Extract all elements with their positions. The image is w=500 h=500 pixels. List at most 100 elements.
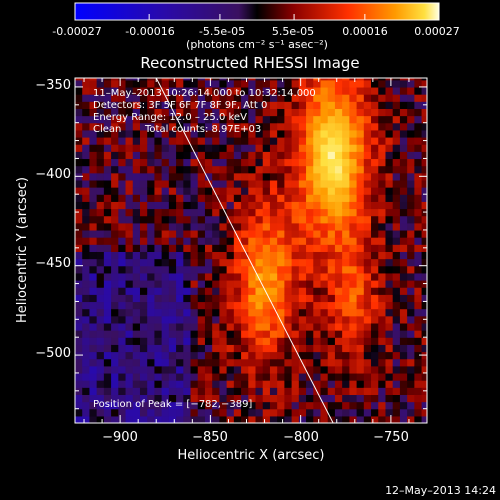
heatmap-cell — [269, 358, 278, 367]
heatmap-cell — [414, 380, 423, 388]
heatmap-cell — [219, 122, 228, 131]
heatmap-cell — [204, 187, 213, 195]
heatmap-cell — [269, 272, 278, 281]
heatmap-cell — [111, 358, 119, 367]
heatmap-cell — [168, 330, 177, 338]
heatmap-cell — [334, 258, 343, 267]
heatmap-cell — [291, 108, 300, 117]
heatmap-cell — [356, 115, 365, 124]
heatmap-cell — [118, 258, 127, 267]
heatmap-cell — [125, 322, 134, 331]
heatmap-cell — [392, 279, 401, 288]
heatmap-cell — [176, 380, 184, 388]
heatmap-cell — [277, 315, 285, 324]
heatmap-cell — [306, 194, 314, 202]
heatmap-cell — [334, 79, 343, 88]
heatmap-cell — [298, 144, 307, 152]
heatmap-cell — [262, 244, 271, 252]
heatmap-cell — [183, 172, 192, 181]
heatmap-cell — [154, 415, 163, 423]
heatmap-cell — [262, 79, 271, 88]
heatmap-cell — [414, 244, 423, 252]
heatmap-cell — [320, 237, 329, 245]
heatmap-cell — [103, 372, 112, 381]
heatmap-cell — [421, 144, 427, 152]
heatmap-cell — [407, 101, 415, 109]
heatmap-cell — [241, 201, 249, 210]
heatmap-cell — [154, 279, 163, 288]
heatmap-cell — [342, 401, 350, 410]
heatmap-cell — [190, 144, 199, 152]
heatmap-cell — [320, 108, 329, 117]
heatmap-cell — [111, 129, 119, 138]
heatmap-cell — [298, 301, 307, 310]
heatmap-cell — [168, 308, 177, 317]
heatmap-cell — [89, 415, 98, 423]
heatmap-cell — [197, 287, 206, 295]
heatmap-cell — [248, 201, 257, 210]
heatmap-cell — [154, 315, 163, 324]
heatmap-cell — [414, 394, 423, 403]
heatmap-cell — [421, 115, 427, 124]
heatmap-cell — [161, 108, 170, 117]
x-tick-label: −750 — [373, 430, 409, 445]
heatmap-cell — [284, 194, 293, 202]
heatmap-cell — [291, 187, 300, 195]
heatmap-cell — [226, 222, 235, 231]
heatmap-cell — [356, 365, 365, 374]
heatmap-cell — [241, 272, 249, 281]
heatmap-cell — [226, 201, 235, 210]
heatmap-cell — [421, 365, 427, 374]
heatmap-cell — [277, 258, 285, 267]
heatmap-cell — [176, 415, 184, 423]
heatmap-cell — [111, 237, 119, 245]
heatmap-cell — [212, 372, 221, 381]
heatmap-cell — [378, 358, 387, 367]
heatmap-cell — [320, 122, 329, 131]
heatmap-cell — [204, 179, 213, 188]
heatmap-cell — [407, 94, 415, 102]
heatmap-cell — [161, 237, 170, 245]
heatmap-cell — [241, 265, 249, 274]
heatmap-cell — [103, 122, 112, 131]
heatmap-cell — [407, 272, 415, 281]
heatmap-cell — [111, 315, 119, 324]
heatmap-cell — [298, 251, 307, 260]
heatmap-cell — [132, 222, 141, 231]
heatmap-cell — [363, 222, 372, 231]
heatmap-cell — [327, 330, 336, 338]
heatmap-cell — [82, 415, 91, 423]
heatmap-cell — [139, 387, 148, 395]
heatmap-cell — [111, 344, 119, 353]
heatmap-cell — [385, 380, 394, 388]
heatmap-cell — [262, 172, 271, 181]
heatmap-cell — [147, 322, 156, 331]
heatmap-cell — [284, 251, 293, 260]
heatmap-cell — [147, 337, 156, 345]
heatmap-cell — [349, 136, 358, 145]
heatmap-cell — [147, 165, 156, 174]
heatmap-cell — [139, 122, 148, 131]
heatmap-cell — [378, 365, 387, 374]
heatmap-cell — [334, 372, 343, 381]
heatmap-cell — [421, 86, 427, 95]
heatmap-cell — [414, 187, 423, 195]
heatmap-cell — [190, 201, 199, 210]
heatmap-cell — [421, 179, 427, 188]
heatmap-cell — [277, 308, 285, 317]
heatmap-cell — [125, 144, 134, 152]
heatmap-cell — [241, 387, 249, 395]
heatmap-cell — [96, 136, 105, 145]
heatmap-cell — [226, 308, 235, 317]
heatmap-cell — [183, 294, 192, 303]
heatmap-cell — [414, 301, 423, 310]
heatmap-cell — [197, 365, 206, 374]
heatmap-cell — [197, 251, 206, 260]
heatmap-cell — [161, 365, 170, 374]
heatmap-cell — [334, 394, 343, 403]
heatmap-cell — [111, 272, 119, 281]
heatmap-cell — [277, 287, 285, 295]
heatmap-cell — [219, 172, 228, 181]
heatmap-cell — [75, 401, 83, 410]
heatmap-cell — [82, 301, 91, 310]
